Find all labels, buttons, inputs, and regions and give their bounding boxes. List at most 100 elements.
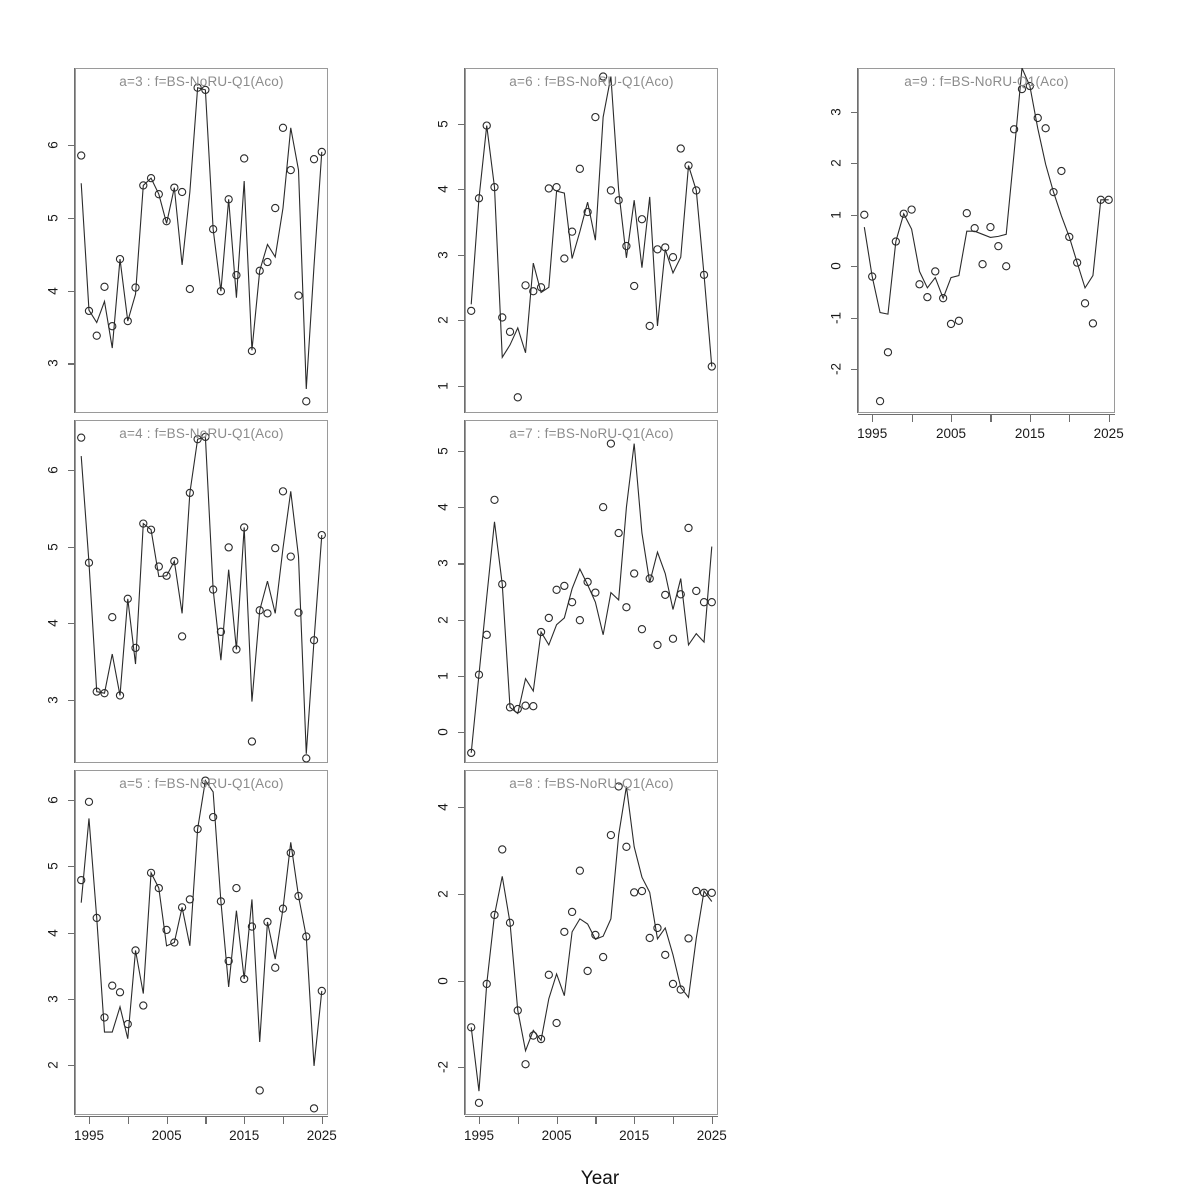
y-tick-mark: [68, 217, 75, 219]
y-tick-label: 3: [435, 250, 451, 259]
data-point: [247, 737, 257, 746]
data-point: [676, 144, 685, 153]
x-tick-label: 2025: [1093, 426, 1124, 441]
data-point: [907, 205, 916, 214]
x-tick-mark: [127, 1117, 129, 1124]
data-point: [170, 557, 179, 566]
data-point: [567, 598, 577, 607]
data-point: [162, 571, 171, 580]
data-point: [591, 588, 600, 597]
data-point: [552, 585, 561, 594]
y-tick-mark: [458, 980, 465, 982]
data-point: [193, 824, 202, 834]
fitted-line: [80, 436, 323, 754]
data-point: [278, 487, 288, 496]
data-point: [278, 904, 288, 913]
data-point: [645, 933, 654, 943]
data-point: [92, 687, 101, 696]
data-point: [521, 701, 530, 710]
y-tick-mark: [458, 123, 465, 125]
y-tick-label: 2: [435, 316, 451, 324]
y-tick-label: 2: [45, 1061, 61, 1069]
y-tick-mark: [68, 144, 75, 146]
y-tick-mark: [458, 450, 465, 453]
data-point: [622, 603, 631, 612]
data-point: [938, 294, 948, 303]
data-point: [1088, 319, 1098, 328]
y-tick-label: 4: [435, 503, 451, 511]
x-tick-label: 1995: [73, 1128, 105, 1143]
x-axis-line: [75, 1116, 328, 1118]
data-point: [699, 598, 709, 607]
data-point: [1049, 187, 1058, 197]
panel-title-a8: a=8 : f=BS-NoRU-Q1(Aco): [509, 776, 674, 791]
y-tick-mark: [458, 385, 465, 387]
y-tick-label: 4: [45, 286, 61, 295]
data-point: [255, 606, 264, 615]
y-tick-mark: [68, 700, 75, 702]
data-point: [529, 287, 538, 296]
y-tick-mark: [458, 675, 465, 677]
data-point: [583, 577, 592, 587]
x-tick-mark: [556, 1117, 558, 1124]
data-point: [224, 543, 233, 552]
fitted-line: [80, 86, 323, 389]
data-point: [201, 85, 210, 95]
data-point: [232, 645, 241, 654]
data-point: [255, 1086, 264, 1095]
data-point: [1073, 258, 1082, 267]
data-point: [567, 907, 577, 917]
data-point: [1080, 299, 1090, 308]
data-point: [868, 272, 877, 281]
data-point: [1017, 84, 1027, 94]
y-tick-mark: [458, 189, 465, 191]
plot-area-a4: [77, 432, 326, 763]
data-point: [529, 1031, 538, 1040]
x-tick-label: 2025: [306, 1128, 337, 1143]
fitted-line: [863, 68, 1109, 315]
data-point: [630, 888, 639, 897]
y-tick-mark: [851, 163, 858, 165]
panel-frame: [465, 420, 718, 763]
plot-area-a3: [77, 83, 326, 406]
y-tick-mark: [458, 563, 465, 565]
x-tick-label: 2005: [151, 1128, 182, 1143]
data-point: [139, 519, 148, 528]
x-tick-label: 2025: [696, 1128, 727, 1143]
data-point: [278, 123, 288, 132]
data-point: [309, 1104, 319, 1113]
panel-frame: [465, 770, 718, 1115]
data-point: [544, 613, 553, 623]
x-tick-mark: [166, 1117, 168, 1124]
data-point: [232, 883, 241, 893]
x-tick-mark: [283, 1117, 285, 1124]
data-point: [302, 932, 311, 941]
data-point: [170, 938, 179, 947]
fitted-line: [470, 443, 713, 753]
data-point: [216, 627, 226, 636]
data-point: [598, 952, 608, 962]
plot-area-a9: [860, 68, 1113, 406]
data-point: [482, 121, 491, 130]
x-tick-mark: [479, 1117, 481, 1124]
data-point: [240, 154, 249, 163]
data-point: [513, 1006, 522, 1015]
y-tick-label: 6: [45, 466, 61, 474]
data-point: [552, 183, 561, 192]
data-point: [622, 842, 631, 851]
data-point: [1104, 195, 1113, 204]
panel-frame: [75, 770, 328, 1115]
plot-panel-a7: a=7 : f=BS-NoRU-Q1(Aco): [465, 420, 718, 763]
data-point: [490, 910, 499, 920]
data-point: [467, 748, 476, 758]
x-tick-label: 2015: [229, 1128, 260, 1143]
x-tick-mark: [1029, 415, 1032, 422]
y-tick-mark: [458, 507, 465, 509]
data-point: [247, 922, 257, 931]
data-point: [84, 558, 94, 567]
data-point: [637, 215, 647, 224]
data-point: [536, 627, 546, 637]
x-tick-mark: [673, 1117, 675, 1124]
data-point: [208, 225, 218, 234]
